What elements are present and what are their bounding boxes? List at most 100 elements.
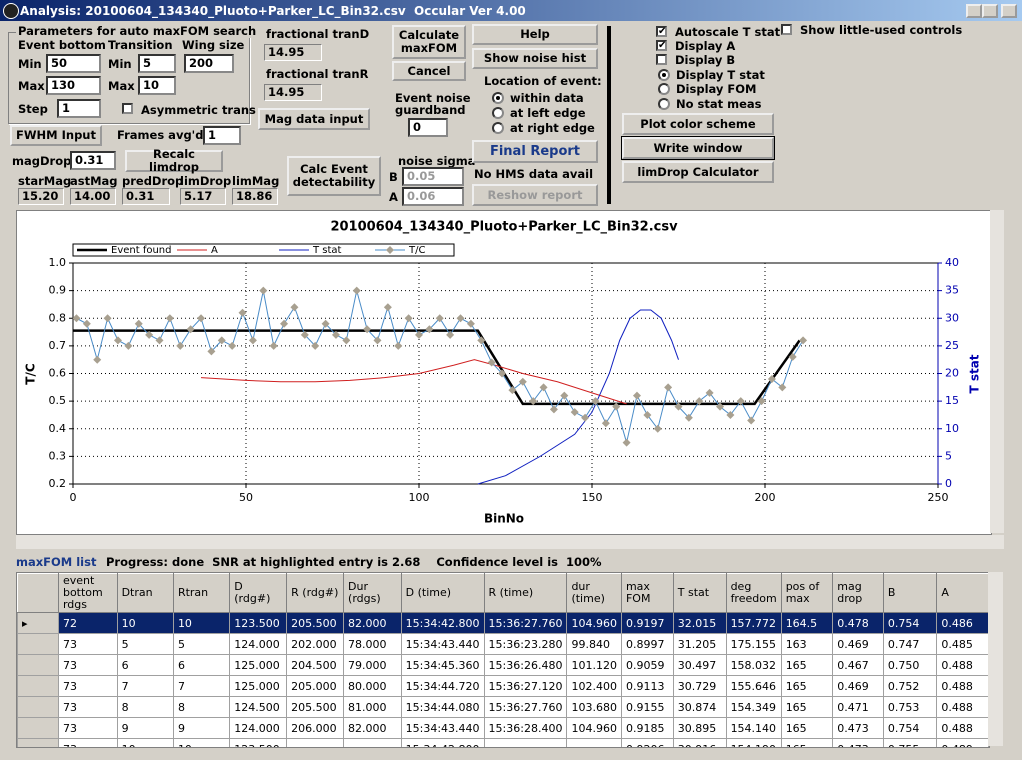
radio[interactable] xyxy=(492,92,504,104)
button-text: maxFOM xyxy=(400,41,458,55)
radio[interactable] xyxy=(658,69,670,81)
marker xyxy=(705,388,714,397)
input[interactable]: 1 xyxy=(57,99,101,118)
cell: 30.729 xyxy=(672,675,727,697)
table-scrollbar[interactable] xyxy=(988,572,1003,746)
label: No HMS data avail xyxy=(474,167,594,181)
legend-box xyxy=(72,243,455,257)
radio[interactable] xyxy=(658,83,670,95)
cell: 0.488 xyxy=(936,675,989,697)
marker xyxy=(726,410,735,419)
table-row[interactable]: 731010123.50015:34:42.8000.920630.916154… xyxy=(17,738,989,747)
cell: 15:36:23.280 xyxy=(483,633,568,655)
cell: 30.895 xyxy=(672,717,727,739)
radio[interactable] xyxy=(492,122,504,134)
button[interactable]: Calculate maxFOM xyxy=(392,25,466,59)
marker xyxy=(373,336,382,345)
marker xyxy=(498,369,507,378)
button[interactable]: FWHM Input xyxy=(10,125,102,146)
table-row[interactable]: 73 6 6 125.000 204.500 79.000 15:34:45.360 15:3… xyxy=(17,654,989,676)
y2-tick-label: 10 xyxy=(945,422,959,435)
cell: 81.000 xyxy=(343,696,402,718)
input[interactable]: 0.31 xyxy=(70,151,116,170)
cell: 0.747 xyxy=(882,633,938,655)
button[interactable]: Write window xyxy=(621,136,775,160)
button[interactable]: Show noise hist xyxy=(472,48,598,69)
column-header: R (rdg#) xyxy=(286,573,345,613)
input[interactable]: 130 xyxy=(46,76,101,95)
cell: 31.205 xyxy=(672,633,727,655)
y-tick-label: 0.6 xyxy=(49,367,67,380)
cell: 10 xyxy=(116,612,174,634)
table-row[interactable]: 73 9 9 124.000 206.000 82.000 15:34:43.440 15:3… xyxy=(17,717,989,739)
table-row[interactable]: 73 5 5 124.000 202.000 78.000 15:34:43.440 15:3… xyxy=(17,633,989,655)
close-button[interactable] xyxy=(1001,4,1017,18)
input[interactable]: 1 xyxy=(203,126,241,145)
button[interactable]: Mag data input xyxy=(258,108,370,130)
checkbox[interactable]: ✔ xyxy=(656,40,667,51)
cell: 15:36:27.760 xyxy=(483,696,568,718)
marker xyxy=(716,402,725,411)
cell: 0.471 xyxy=(832,696,884,718)
button[interactable]: limDrop Calculator xyxy=(622,161,774,183)
label: magDrop: xyxy=(12,154,76,168)
cell: 30.497 xyxy=(672,654,727,676)
label: at right edge xyxy=(510,121,595,135)
column-header: Rtran xyxy=(172,573,231,613)
radio[interactable] xyxy=(492,107,504,119)
input[interactable]: 50 xyxy=(46,54,101,73)
label: at left edge xyxy=(510,106,586,120)
button[interactable]: Final Report xyxy=(472,140,598,163)
cell: 163 xyxy=(780,633,834,655)
v-scrollbar[interactable] xyxy=(990,210,1004,533)
marker xyxy=(331,330,340,339)
minimize-button[interactable] xyxy=(966,4,982,18)
button[interactable]: Plot color scheme xyxy=(622,113,774,135)
button[interactable]: Recalc limdrop xyxy=(125,148,223,174)
readout: 14.95 xyxy=(264,84,322,101)
radio[interactable] xyxy=(658,98,670,110)
input[interactable]: 5 xyxy=(138,54,176,73)
table-row[interactable]: 73 7 7 125.000 205.000 80.000 15:34:44.720 15:3… xyxy=(17,675,989,697)
button[interactable]: Calc Event detectability xyxy=(287,156,381,196)
table-row[interactable]: 73 8 8 124.500 205.500 81.000 15:34:44.080 15:3… xyxy=(17,696,989,718)
maximize-button[interactable] xyxy=(982,4,998,18)
y-tick-label: 0.8 xyxy=(49,311,67,324)
checkbox[interactable] xyxy=(656,54,667,65)
button[interactable]: Help xyxy=(472,24,598,45)
marker xyxy=(612,402,621,411)
label: B xyxy=(389,170,398,184)
label: Min xyxy=(108,57,132,71)
cell: 0.467 xyxy=(832,654,884,676)
checkbox[interactable]: ✔ xyxy=(656,26,667,37)
label: Step xyxy=(18,102,48,116)
button[interactable]: Cancel xyxy=(392,61,466,81)
series-line xyxy=(200,359,627,405)
cell: 15:36:28.400 xyxy=(483,717,568,739)
readout: 15.20 xyxy=(18,188,64,205)
input[interactable]: 10 xyxy=(138,76,176,95)
cell: 80.000 xyxy=(343,675,402,697)
cell: 124.500 xyxy=(229,696,288,718)
marker xyxy=(176,341,185,350)
cell: 79.000 xyxy=(343,654,402,676)
cell: 72 xyxy=(57,612,118,634)
header-row: event bottom rdgs Dtran Rtran D (rdg#) R (rd… xyxy=(17,573,989,613)
checkbox[interactable] xyxy=(781,24,792,35)
cell: 15:34:42.800 xyxy=(400,612,485,634)
table-row[interactable]: ▸ 72 10 10 123.500 205.500 82.000 15:34:42.800 1… xyxy=(17,612,989,634)
h-scrollbar[interactable] xyxy=(16,535,1004,549)
legend-marker xyxy=(386,246,394,254)
cell: 15:34:44.720 xyxy=(400,675,485,697)
cell: 15:36:26.480 xyxy=(483,654,568,676)
checkbox[interactable] xyxy=(122,103,133,114)
cell: 0.753 xyxy=(882,696,938,718)
marker xyxy=(684,413,693,422)
cell: 165 xyxy=(780,738,834,747)
input[interactable]: 0 xyxy=(408,118,448,137)
cell: 99.840 xyxy=(566,633,622,655)
input[interactable]: 200 xyxy=(184,54,234,73)
y-tick-label: 1.0 xyxy=(49,256,67,269)
marker xyxy=(415,330,423,339)
cell: 0.489 xyxy=(936,738,989,747)
